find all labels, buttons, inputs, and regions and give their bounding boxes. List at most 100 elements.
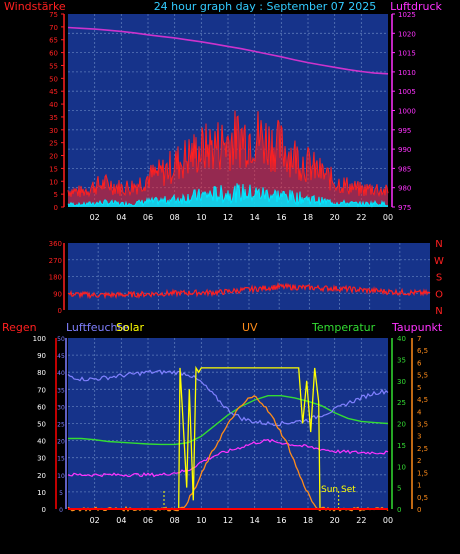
wind-tick-label: 0 [54,204,58,212]
temperature-tick-label: 30 [397,378,406,386]
temperature-tick-label: 5 [397,485,401,493]
time-tick-label: 12 [223,213,233,222]
temperature-tick-label: 20 [397,421,406,429]
wind-time-axis: 02 04 06 08 10 12 14 16 18 20 22 00 [90,213,394,222]
pressure-tick-label: 1010 [398,69,416,77]
humidity-tick-label: 5 [59,490,63,497]
direction-degree-axis: 360 270 180 90 0 [49,240,65,315]
wind-direction-grid [68,243,430,310]
wind-tick-label: 5 [54,191,58,199]
time-tick-label: 10 [196,516,206,525]
time-tick-label: 02 [90,213,100,222]
time-tick-label: 20 [330,516,340,525]
dewpoint-tick-label: 2,5 [417,445,428,453]
rain-tick-label: 10 [37,489,46,497]
temp-time-axis: 02 04 06 08 10 12 14 16 18 20 22 00 [90,516,394,525]
temperature-line [68,395,389,446]
temperature-tick-label: 10 [397,463,406,471]
time-tick-label: 08 [170,213,180,222]
chart-header-title: 24 hour graph day : September 07 2025 [154,0,377,13]
pressure-axis-title: Luftdruck [390,0,442,13]
temperature-tick-label: 35 [397,356,406,364]
temperature-axis-title: Temperatur [311,321,376,334]
dewpoint-tick-label: 0,5 [417,494,428,502]
rain-tick-label: 80 [37,369,46,377]
pressure-tick-label: 1000 [398,108,416,116]
wind-tick-label: 25 [49,140,58,148]
time-tick-label: 20 [330,213,340,222]
humidity-tick-label: 20 [57,439,65,446]
humidity-tick-label: 0 [59,507,63,514]
direction-tick-label: 90 [53,290,62,298]
time-tick-label: 18 [303,516,313,525]
dewpoint-tick-label: 6 [417,359,422,367]
solar-line [68,365,388,510]
compass-label: O [435,289,443,300]
rain-tick-label: 60 [37,403,46,411]
dewpoint-tick-label: 6,5 [417,347,428,355]
humidity-tick-label: 30 [57,404,65,411]
wind-tick-label: 45 [49,88,58,96]
pressure-tick-label: 1015 [398,50,416,58]
pressure-tick-label: 990 [398,146,411,154]
compass-label: S [436,273,442,284]
wind-tick-label: 40 [49,101,58,109]
time-tick-label: 06 [143,213,153,222]
humidity-tick-label: 35 [57,387,65,394]
wind-tick-label: 60 [49,50,58,58]
time-tick-label: 12 [223,516,233,525]
wind-gust-area [68,110,388,207]
wind-tick-label: 50 [49,75,58,83]
pressure-line [67,26,389,75]
time-tick-label: 14 [250,213,260,222]
direction-tick-label: 180 [49,274,62,282]
wind-tick-label: 35 [49,114,58,122]
uv-axis-title: UV [242,321,258,334]
time-tick-label: 18 [303,213,313,222]
rain-tick-label: 20 [37,472,46,480]
temperature-tick-label: 0 [397,506,401,514]
dewpoint-line [67,438,389,478]
temperature-tick-label: 25 [397,399,406,407]
time-tick-label: 10 [196,213,206,222]
humidity-tick-label: 45 [57,353,65,360]
direction-tick-label: 270 [49,257,62,265]
time-tick-label: 22 [356,213,366,222]
temperature-tick-label: 40 [397,335,406,343]
wind-tick-label: 30 [49,127,58,135]
time-tick-label: 16 [276,213,286,222]
time-tick-label: 06 [143,516,153,525]
pressure-tick-label: 995 [398,127,411,135]
time-tick-label: 04 [116,516,126,525]
time-tick-label: 04 [116,213,126,222]
wind-tick-label: 70 [49,24,58,32]
compass-label: W [434,256,444,267]
wind-tick-label: 65 [49,37,58,45]
dewpoint-axis-title: Taupunkt [391,321,443,334]
wind-gust-line [67,110,389,198]
compass-label: N [435,306,442,317]
wind-average-line [67,183,389,208]
time-tick-label: 22 [356,516,366,525]
time-tick-label: 14 [250,516,260,525]
direction-tick-label: 360 [49,240,62,248]
dewpoint-tick-label: 0 [417,506,421,514]
time-tick-label: 00 [383,213,393,222]
dewpoint-tick-label: 5,5 [417,372,428,380]
wind-tick-label: 10 [49,178,58,186]
pressure-tick-label: 1020 [398,30,416,38]
dewpoint-tick-label: 3 [417,433,421,441]
dewpoint-tick-label: 4 [417,408,422,416]
temperature-tick-label: 15 [397,442,406,450]
sunset-label: Sun Set [321,485,356,495]
humidity-tick-label: 25 [57,422,65,429]
rain-axis-title: Regen [2,321,37,334]
humidity-axis-title: Luftfeuchte [66,321,129,334]
wind-tick-label: 20 [49,153,58,161]
wind-axis-title: Windstärke [4,0,66,13]
pressure-axis: 1025 1020 1015 1010 1005 1000 995 990 985 980 975 [391,11,416,212]
humidity-tick-label: 50 [57,336,65,343]
